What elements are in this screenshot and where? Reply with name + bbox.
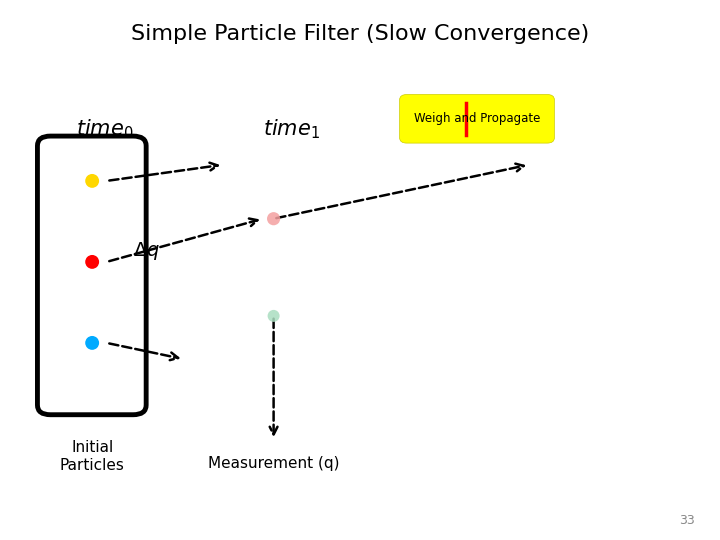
Point [86,258,98,266]
Text: Initial
Particles: Initial Particles [60,440,125,472]
Text: $time_0$: $time_0$ [76,118,133,141]
Point [86,339,98,347]
Text: $time_1$: $time_1$ [263,118,320,141]
Text: Weigh and Propagate: Weigh and Propagate [414,112,540,125]
Text: Simple Particle Filter (Slow Convergence): Simple Particle Filter (Slow Convergence… [131,24,589,44]
FancyBboxPatch shape [37,136,146,415]
Text: 33: 33 [679,514,695,526]
Text: $\Delta q$: $\Delta q$ [133,240,160,262]
Point [268,312,279,320]
Point [268,214,279,223]
FancyBboxPatch shape [400,94,554,143]
Point [86,177,98,185]
Text: Measurement (q): Measurement (q) [208,456,339,471]
